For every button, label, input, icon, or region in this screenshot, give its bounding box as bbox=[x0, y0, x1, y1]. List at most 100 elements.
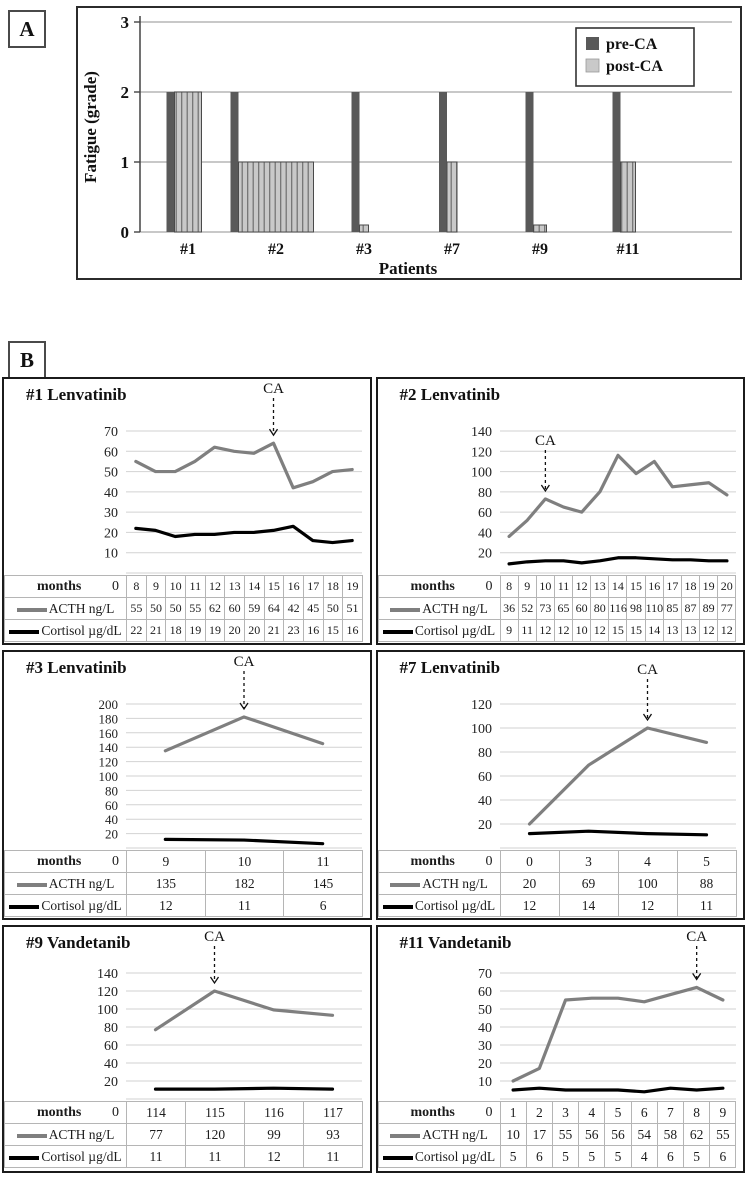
month-cell: 116 bbox=[244, 1101, 304, 1124]
svg-text:Patients: Patients bbox=[379, 259, 438, 274]
svg-text:120: 120 bbox=[99, 755, 119, 770]
month-cell: 20 bbox=[717, 575, 737, 598]
month-cell: 12 bbox=[572, 575, 592, 598]
value-cell: 11 bbox=[676, 894, 737, 917]
month-cell: 13 bbox=[224, 575, 245, 598]
value-cell: 98 bbox=[626, 597, 646, 620]
value-cell: 12 bbox=[553, 619, 574, 642]
month-cell: 14 bbox=[608, 575, 628, 598]
month-cell: 11 bbox=[283, 850, 363, 873]
svg-text:80: 80 bbox=[104, 1021, 118, 1036]
value-cell: 14 bbox=[558, 894, 619, 917]
value-cell: 20 bbox=[499, 872, 560, 895]
month-cell: 18 bbox=[680, 575, 701, 598]
panel-a-chart-box: 0 1 2 3 Fatigue (grade) #1 #2 #3 #7 #9 #11 Patients… bbox=[76, 6, 742, 280]
svg-text:200: 200 bbox=[99, 697, 119, 712]
month-cell: 9 bbox=[126, 850, 206, 873]
series-line-swatch bbox=[9, 629, 40, 634]
month-cell: 14 bbox=[243, 575, 265, 598]
chart-title: #7 Lenvatinib bbox=[399, 658, 501, 677]
value-cell: 5 bbox=[578, 1145, 606, 1168]
value-cell: 11 bbox=[126, 1145, 186, 1168]
month-cell: 11 bbox=[184, 575, 206, 598]
month-cell: 114 bbox=[126, 1101, 186, 1124]
value-cell: 19 bbox=[184, 619, 206, 642]
svg-text:CA: CA bbox=[263, 381, 284, 397]
svg-text:40: 40 bbox=[105, 812, 118, 827]
svg-text:pre-CA: pre-CA bbox=[606, 36, 658, 53]
value-cell: 12 bbox=[535, 619, 555, 642]
value-cell: 182 bbox=[204, 872, 285, 895]
month-cell: 4 bbox=[578, 1101, 606, 1124]
value-cell: 36 bbox=[499, 597, 519, 620]
month-cell: 0 bbox=[499, 850, 560, 873]
series-line-swatch bbox=[390, 607, 421, 612]
months-row-label: months 0 bbox=[4, 1101, 127, 1124]
svg-text:20: 20 bbox=[104, 526, 118, 541]
value-cell: 116 bbox=[608, 597, 628, 620]
value-cell: 14 bbox=[644, 619, 664, 642]
value-cell: 50 bbox=[165, 597, 186, 620]
chart-panel-3-lenvatinib: #3 Lenvatinib 20 40 60 80 100 120 140 160 180 200… bbox=[2, 650, 372, 920]
series-label: ACTH ng/L bbox=[4, 597, 127, 620]
value-cell: 12 bbox=[244, 1145, 304, 1168]
value-cell: 77 bbox=[717, 597, 737, 620]
series-line-swatch bbox=[382, 904, 413, 909]
month-cell: 8 bbox=[683, 1101, 711, 1124]
value-cell: 16 bbox=[342, 619, 363, 642]
value-cell: 17 bbox=[525, 1123, 553, 1146]
value-cell: 56 bbox=[578, 1123, 606, 1146]
series-label: ACTH ng/L bbox=[4, 872, 127, 895]
series-line-swatch bbox=[390, 1133, 421, 1138]
value-cell: 12 bbox=[590, 619, 610, 642]
panel-b-grid: #1 Lenvatinib 10 20 30 40 50 60 70 CA months 0 8 9… bbox=[2, 377, 745, 1173]
acth-cortisol-line-chart: 20 40 60 80 100 120 140 CA bbox=[471, 425, 736, 574]
svg-text:80: 80 bbox=[478, 746, 492, 761]
value-cell: 51 bbox=[342, 597, 363, 620]
svg-text:0: 0 bbox=[121, 223, 130, 242]
months-row-label: months 0 bbox=[377, 575, 501, 598]
svg-text:10: 10 bbox=[104, 547, 118, 562]
svg-text:160: 160 bbox=[99, 726, 119, 741]
value-cell: 11 bbox=[517, 619, 537, 642]
value-cell: 23 bbox=[283, 619, 304, 642]
svg-text:3: 3 bbox=[121, 13, 130, 32]
month-cell: 9 bbox=[145, 575, 167, 598]
svg-text:120: 120 bbox=[97, 985, 118, 1000]
value-cell: 5 bbox=[604, 1145, 632, 1168]
svg-text:50: 50 bbox=[104, 466, 118, 481]
svg-text:#9: #9 bbox=[532, 241, 548, 258]
value-cell: 10 bbox=[572, 619, 592, 642]
value-cell: 13 bbox=[662, 619, 682, 642]
value-cell: 19 bbox=[204, 619, 226, 642]
series-label: Cortisol µg/dL bbox=[4, 894, 127, 917]
value-cell: 15 bbox=[322, 619, 344, 642]
panel-a-label: A bbox=[8, 10, 46, 48]
svg-text:70: 70 bbox=[478, 967, 492, 982]
fatigue-bar-chart: 0 1 2 3 Fatigue (grade) #1 #2 #3 #7 #9 #11 Patients… bbox=[81, 13, 732, 278]
value-cell: 4 bbox=[630, 1145, 658, 1168]
svg-text:20: 20 bbox=[478, 1057, 492, 1072]
series-line-swatch bbox=[16, 1133, 47, 1138]
series-label: Cortisol µg/dL bbox=[4, 1145, 127, 1168]
value-cell: 12 bbox=[717, 619, 737, 642]
value-cell: 73 bbox=[535, 597, 555, 620]
months-row-label: months 0 bbox=[377, 1101, 501, 1124]
acth-cortisol-line-chart: 10 20 30 40 50 60 70 CA bbox=[104, 381, 362, 574]
svg-text:20: 20 bbox=[478, 818, 492, 833]
svg-text:40: 40 bbox=[478, 526, 492, 541]
svg-text:60: 60 bbox=[104, 1039, 118, 1054]
value-cell: 62 bbox=[204, 597, 226, 620]
value-cell: 5 bbox=[499, 1145, 527, 1168]
months-row-label: months 0 bbox=[377, 850, 501, 873]
acth-cortisol-line-chart: 20 40 60 80 100 120 140 CA bbox=[97, 929, 362, 1100]
value-cell: 12 bbox=[499, 894, 560, 917]
value-cell: 21 bbox=[145, 619, 167, 642]
chart-panel-11-vandetanib: #11 Vandetanib 10 20 30 40 50 60 70 CA months 0 1… bbox=[375, 925, 745, 1173]
value-cell: 50 bbox=[322, 597, 344, 620]
month-cell: 4 bbox=[617, 850, 678, 873]
svg-text:80: 80 bbox=[478, 486, 492, 501]
month-cell: 10 bbox=[165, 575, 186, 598]
chart-panel-1-lenvatinib: #1 Lenvatinib 10 20 30 40 50 60 70 CA months 0 8 9… bbox=[2, 377, 372, 645]
svg-text:40: 40 bbox=[478, 1021, 492, 1036]
